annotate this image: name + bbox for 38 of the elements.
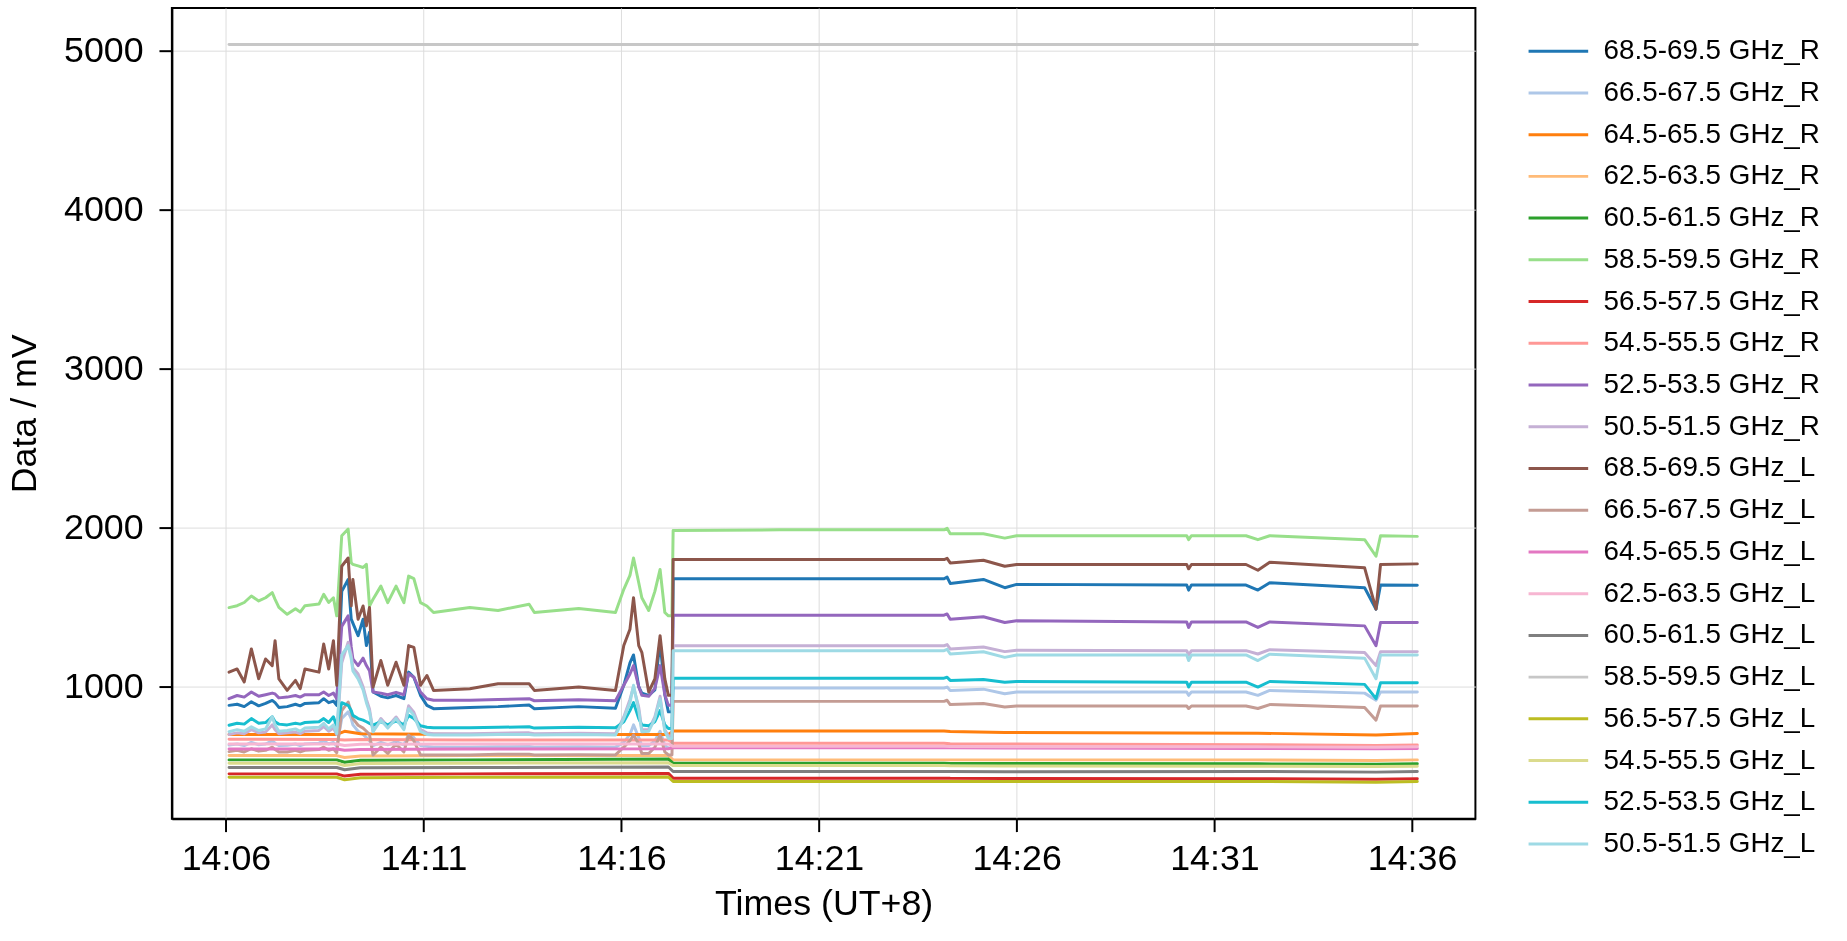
legend-label: 54.5-55.5 GHz_R [1603, 326, 1820, 358]
line-series [227, 526, 1419, 618]
legend-label: 50.5-51.5 GHz_L [1603, 826, 1816, 858]
line-series [227, 737, 1419, 748]
line-series [227, 612, 1419, 707]
legend-label: 64.5-65.5 GHz_L [1603, 534, 1816, 566]
line-series [227, 556, 1419, 697]
legend-label: 66.5-67.5 GHz_L [1603, 493, 1816, 525]
legend-label: 68.5-69.5 GHz_R [1603, 34, 1820, 66]
y-tick-label: 1000 [64, 666, 144, 707]
legend-label: 62.5-63.5 GHz_R [1603, 159, 1820, 191]
legend-label: 66.5-67.5 GHz_R [1603, 75, 1820, 107]
y-tick-label: 2000 [64, 507, 144, 548]
legend-label: 60.5-61.5 GHz_R [1603, 201, 1820, 233]
x-tick-label: 14:26 [972, 837, 1062, 878]
legend-label: 68.5-69.5 GHz_L [1603, 451, 1816, 483]
legend-label: 60.5-61.5 GHz_L [1603, 618, 1816, 650]
legend-label: 50.5-51.5 GHz_R [1603, 409, 1820, 441]
y-tick-label: 3000 [64, 348, 144, 389]
legend-label: 52.5-53.5 GHz_L [1603, 785, 1816, 817]
x-tick-label: 14:11 [380, 837, 468, 878]
legend-label: 62.5-63.5 GHz_L [1603, 576, 1816, 608]
y-tick-label: 4000 [64, 189, 144, 230]
legend-label: 52.5-53.5 GHz_R [1603, 367, 1820, 399]
x-tick-label: 14:31 [1170, 837, 1260, 878]
legend-label: 54.5-55.5 GHz_L [1603, 743, 1816, 775]
x-tick-label: 14:36 [1367, 837, 1458, 878]
y-tick-label: 5000 [64, 30, 144, 71]
x-tick-label: 14:16 [577, 837, 667, 878]
legend-label: 58.5-59.5 GHz_L [1603, 660, 1816, 692]
legend-label: 56.5-57.5 GHz_R [1603, 284, 1820, 316]
legend-label: 56.5-57.5 GHz_L [1603, 701, 1816, 733]
legend-label: 64.5-65.5 GHz_R [1603, 117, 1820, 149]
x-tick-label: 14:06 [181, 837, 272, 878]
y-axis-title: Data / mV [4, 334, 45, 494]
legend-label: 58.5-59.5 GHz_R [1603, 242, 1820, 274]
x-tick-label: 14:21 [774, 837, 865, 878]
x-axis-title: Times (UT+8) [715, 882, 934, 923]
